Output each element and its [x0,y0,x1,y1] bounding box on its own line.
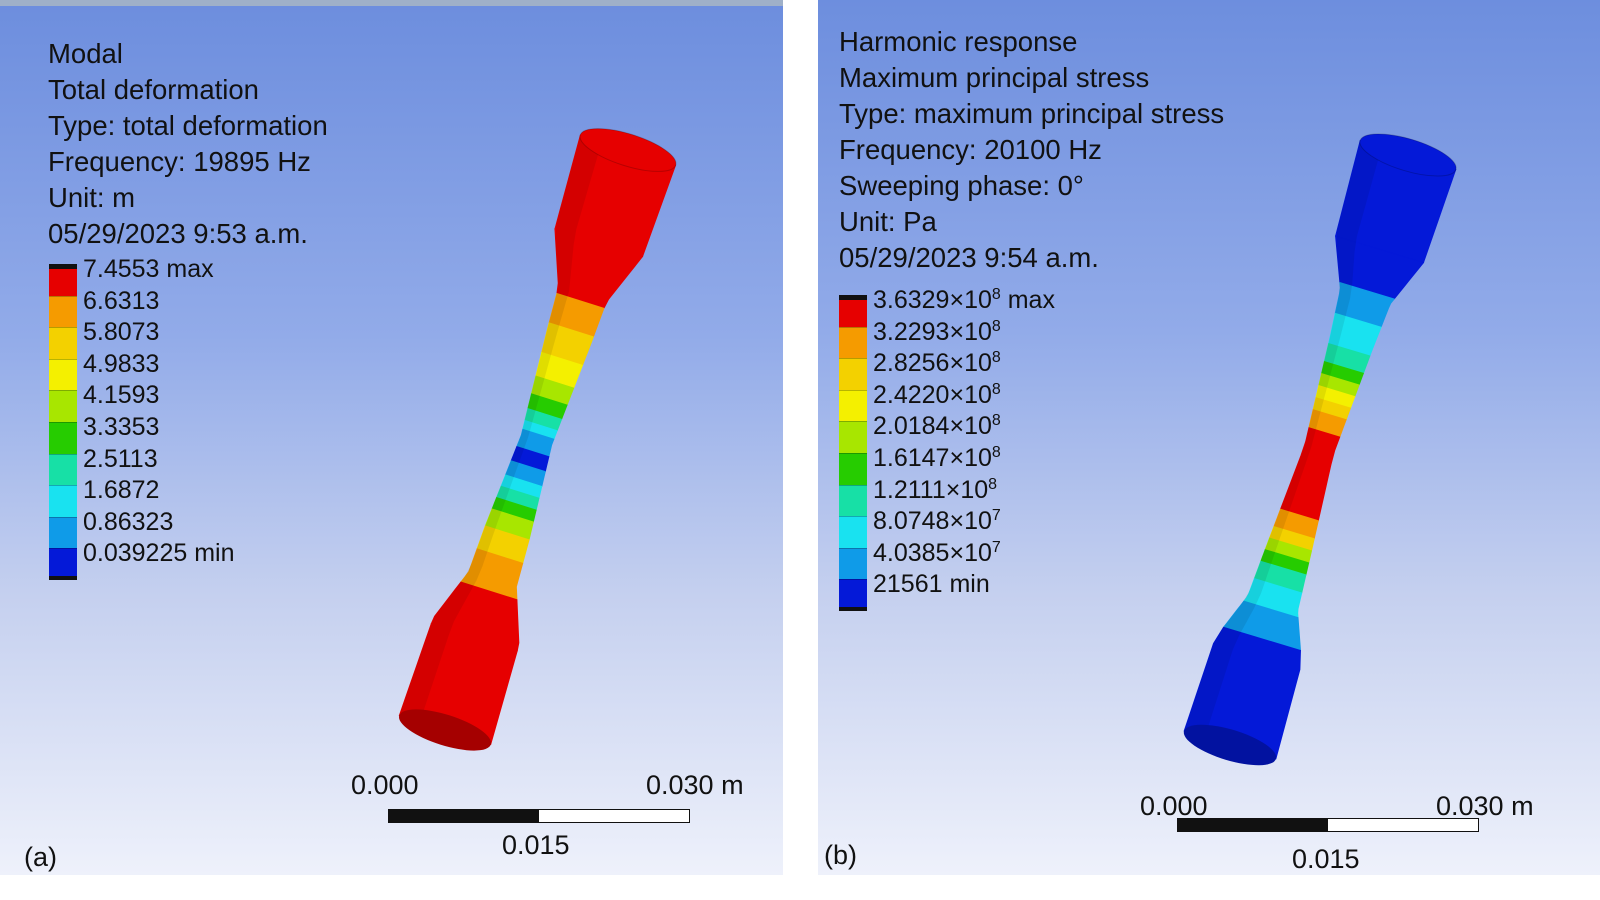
legend-mantissa: 8.0748×10 [873,507,992,536]
legend-label: 8.0748×107 [873,506,1001,536]
legend-label: 2.5113 [83,444,158,473]
legend-label: 4.0385×107 [873,538,1001,568]
legend-swatch [839,326,867,359]
legend-swatch [839,484,867,517]
specimen-shading [399,134,602,723]
legend-label: 0.86323 [83,507,174,536]
legend-label: 21561 min [873,569,990,599]
legend-mantissa: 1.2111×10 [873,475,989,504]
legend-exponent: 8 [991,349,1001,367]
legend-swatch [49,327,77,359]
panel-a-modal: Modal Total deformation Type: total defo… [0,0,783,875]
legend-exponent: 8 [991,380,1001,398]
legend-swatch [839,579,867,611]
scale-end-label: 0.030 m [646,770,744,800]
info-line: Total deformation [48,74,259,105]
scale-mid-label: 0.015 [1292,844,1360,874]
legend-label: 0.039225 min [83,539,235,568]
scale-end-label: 0.030 m [1436,791,1534,821]
legend-mantissa: 2.8256×10 [873,349,992,378]
legend-exponent: 8 [991,412,1001,430]
legend-exponent: 7 [991,538,1001,556]
legend-exponent: 8 [988,475,998,493]
legend-label: 1.2111×108 [873,475,997,505]
legend-label: 7.4553 max [83,255,214,283]
legend-swatch [49,390,77,422]
info-line: Maximum principal stress [839,62,1150,93]
legend-swatch [49,516,77,549]
legend-exponent: 8 [991,443,1001,461]
legend-swatch [49,485,77,517]
info-line: Sweeping phase: 0° [839,170,1084,201]
panel-b-harmonic: Harmonic response Maximum principal stre… [818,0,1600,875]
legend-mantissa: 2.0184×10 [873,412,992,441]
legend-swatch [839,421,867,453]
legend-label: 5.8073 [83,318,160,347]
legend-mantissa: 1.6147×10 [873,443,992,472]
legend-mantissa: 2.4220×10 [873,380,992,409]
legend-swatch [839,516,867,548]
legend-suffix: max [1000,286,1055,314]
legend-label: 3.2293×108 [873,317,1001,347]
legend-label: 2.4220×108 [873,380,1001,410]
info-line: Type: maximum principal stress [839,98,1225,129]
info-line: Unit: m [48,182,136,213]
legend-label: 2.8256×108 [873,348,1001,378]
info-line: 05/29/2023 9:54 a.m. [839,242,1099,273]
legend-swatch [839,547,867,580]
scale-bar-a [388,809,690,823]
info-line: 05/29/2023 9:53 a.m. [48,218,308,249]
legend-swatch [49,421,77,454]
legend-mantissa: 3.2293×10 [873,317,992,346]
legend-swatch [49,264,77,296]
info-line: Frequency: 20100 Hz [839,134,1102,165]
panel-label-a: (a) [24,842,57,872]
info-block-b: Harmonic response Maximum principal stre… [839,24,1224,276]
specimen-model-b [1183,133,1457,766]
legend-exponent: 8 [991,317,1001,335]
specimen-bottom-cap [1183,724,1277,766]
legend-mantissa: 3.6329×10 [873,286,992,314]
legend-swatch [839,389,867,422]
legend-swatch [839,295,867,327]
specimen-top-cap [579,128,677,172]
info-line: Harmonic response [839,26,1078,57]
info-line: Type: total deformation [48,110,328,141]
legend-exponent: 7 [991,507,1001,525]
legend-swatch [839,358,867,390]
scale-mid-label: 0.015 [502,830,570,860]
panel-label-b: (b) [824,840,857,870]
legend-label: 4.1593 [83,381,160,410]
info-line: Frequency: 19895 Hz [48,146,311,177]
legend-swatch [839,452,867,485]
legend-label: 2.0184×108 [873,411,1001,441]
legend-label: 4.9833 [83,349,160,378]
scale-bar-b [1177,818,1479,832]
legend-label: 3.3353 [83,412,160,441]
info-block-a: Modal Total deformation Type: total defo… [48,36,328,252]
legend-swatch [49,453,77,486]
legend-mantissa: 4.0385×10 [873,538,992,567]
scale-start-label: 0.000 [351,770,419,800]
legend-label: 3.6329×108 max [873,285,1055,315]
legend-label: 6.6313 [83,286,160,315]
info-line: Modal [48,38,123,69]
info-line: Unit: Pa [839,206,937,237]
legend-label: 1.6147×108 [873,443,1001,473]
specimen-top-cap [1359,133,1457,177]
specimen-model-a [398,128,677,751]
specimen-bottom-cap [398,709,492,751]
legend-swatch [49,548,77,580]
legend-label: 1.6872 [83,476,160,505]
legend-swatch [49,358,77,391]
legend-mantissa: 21561 min [873,570,990,599]
legend-swatch [49,295,77,328]
specimen-shading [1184,140,1382,738]
scale-start-label: 0.000 [1140,791,1208,821]
legend-exponent: 8 [991,286,1001,303]
